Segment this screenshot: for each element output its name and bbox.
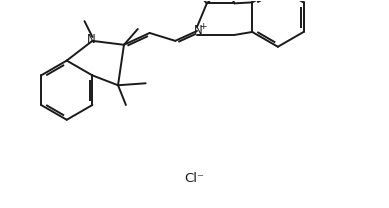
Text: +: + bbox=[199, 22, 206, 31]
Text: N: N bbox=[194, 25, 202, 37]
Text: N: N bbox=[87, 33, 96, 46]
Text: Cl⁻: Cl⁻ bbox=[184, 172, 204, 186]
